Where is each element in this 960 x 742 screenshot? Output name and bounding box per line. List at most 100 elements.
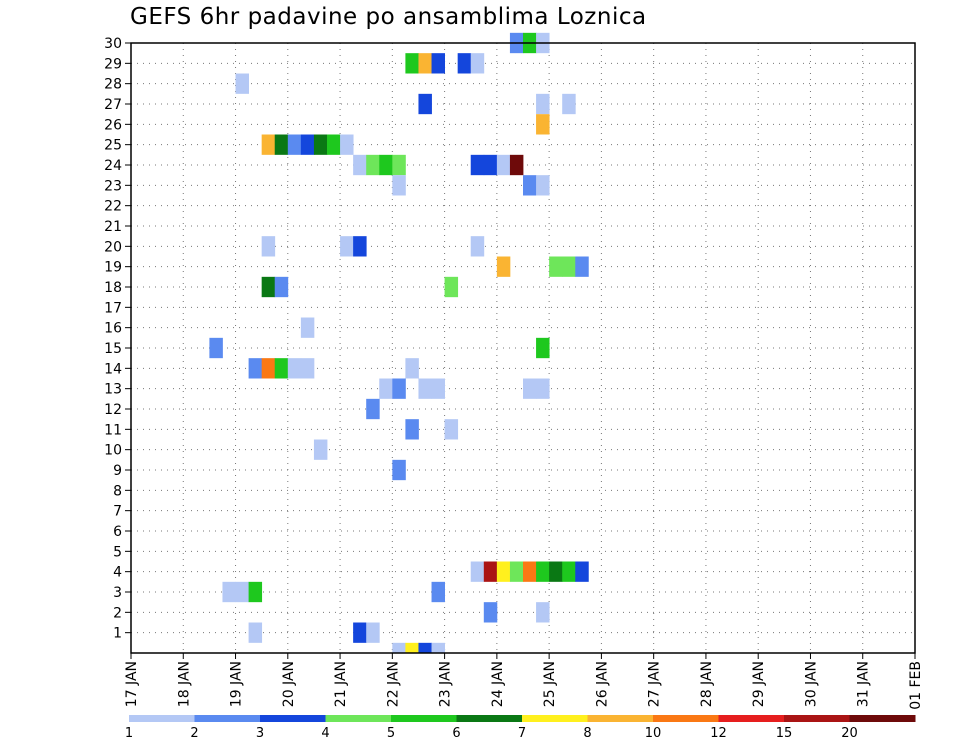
y-tick-label: 27: [104, 97, 122, 113]
precip-cell: [562, 93, 576, 115]
legend-label: 1: [125, 726, 133, 741]
y-tick-label: 2: [113, 605, 122, 621]
y-tick-label: 1: [113, 626, 122, 642]
y-tick-label: 13: [104, 382, 122, 398]
x-tick-label: 23 JAN: [438, 661, 454, 707]
precip-cell: [549, 256, 563, 277]
precip-cell: [300, 358, 315, 379]
precip-cell: [274, 358, 289, 379]
legend-label: 12: [710, 726, 727, 741]
precip-cell: [523, 175, 537, 196]
precip-cell: [496, 154, 511, 176]
y-tick-label: 26: [104, 117, 122, 133]
y-tick-label: 16: [104, 321, 122, 337]
legend-swatch: [456, 715, 523, 722]
legend-swatch: [587, 715, 654, 722]
y-tick-label: 20: [104, 239, 122, 255]
precip-cell: [392, 459, 406, 481]
precip-cell: [509, 154, 524, 176]
y-tick-label: 10: [104, 443, 122, 459]
legend-swatch: [653, 715, 719, 722]
y-tick-label: 25: [104, 138, 122, 154]
precip-cell: [248, 581, 263, 603]
legend-swatch: [784, 715, 850, 722]
y-tick-label: 6: [113, 524, 122, 540]
precip-cell: [353, 236, 367, 257]
y-tick-label: 14: [104, 361, 122, 377]
y-tick-label: 28: [104, 77, 122, 93]
legend-swatch: [391, 715, 457, 722]
precip-cell: [261, 358, 276, 379]
precip-cell: [392, 378, 406, 399]
y-tick-label: 8: [113, 483, 122, 499]
y-tick-label: 9: [113, 463, 122, 479]
precip-cell: [562, 256, 576, 277]
x-tick-label: 30 JAN: [803, 661, 819, 707]
x-tick-label: 26 JAN: [594, 661, 610, 707]
x-axis: 17 JAN 18 JAN 19 JAN 20 JAN 21 JAN 22 JAN 23 J…: [124, 653, 924, 710]
precip-cell: [431, 378, 445, 399]
legend-label: 8: [583, 726, 591, 741]
x-tick-label: 20 JAN: [281, 661, 297, 707]
precip-cell: [536, 602, 550, 623]
precip-cell: [287, 134, 302, 155]
precip-cell: [536, 378, 550, 399]
y-tick-label: 21: [104, 219, 122, 235]
precip-cell: [235, 73, 249, 94]
precip-cell: [483, 154, 498, 176]
precip-cell: [248, 358, 263, 379]
legend-swatch: [849, 715, 916, 722]
y-tick-label: 4: [113, 565, 122, 581]
chart-title: GEFS 6hr padavine po ansamblima Loznica: [130, 4, 647, 30]
precip-cell: [222, 581, 236, 603]
precip-cell: [248, 622, 263, 643]
legend-label: 10: [645, 726, 662, 741]
y-tick-label: 22: [104, 199, 122, 215]
precip-cell: [444, 419, 459, 440]
legend-label: 7: [518, 726, 526, 741]
precip-cell: [418, 378, 432, 399]
x-tick-label: 22 JAN: [385, 661, 401, 707]
precip-cell: [470, 236, 485, 257]
x-tick-label: 24 JAN: [490, 661, 506, 707]
precip-cell: [562, 561, 576, 582]
precip-cell: [392, 154, 406, 176]
precip-cell: [405, 53, 419, 74]
precip-cell: [536, 561, 550, 582]
precip-cell: [313, 439, 328, 460]
precip-cell: [287, 358, 302, 379]
x-tick-label: 28 JAN: [699, 661, 715, 707]
precip-cell: [300, 134, 315, 155]
x-tick-label: 17 JAN: [124, 661, 140, 707]
precip-cell: [418, 642, 432, 653]
precip-cell: [575, 256, 589, 277]
precip-cell: [300, 317, 315, 338]
precip-cell: [549, 561, 563, 582]
precip-cell: [575, 561, 589, 582]
precip-cell: [261, 134, 276, 155]
precip-cell: [523, 561, 537, 582]
precip-cell: [470, 53, 485, 74]
x-tick-label: 01 FEB: [908, 661, 924, 710]
precip-cell: [379, 378, 393, 399]
legend-swatch: [194, 715, 261, 722]
precip-cell: [431, 53, 445, 74]
precip-cell: [509, 561, 524, 582]
precip-cell: [405, 419, 419, 440]
precip-cell: [366, 154, 380, 176]
legend-label: 15: [776, 726, 793, 741]
y-tick-label: 3: [113, 585, 122, 601]
precip-cell: [523, 378, 537, 399]
x-tick-label: 18 JAN: [176, 661, 192, 707]
legend-swatch: [522, 715, 588, 722]
precip-cell: [261, 236, 276, 257]
legend-label: 6: [452, 726, 460, 741]
precip-cell: [366, 398, 380, 420]
precip-cell: [457, 53, 472, 74]
precip-cell: [483, 561, 498, 582]
y-tick-label: 12: [104, 402, 122, 418]
x-tick-label: 25 JAN: [542, 661, 558, 707]
precip-cell: [536, 114, 550, 135]
precip-cell: [209, 337, 223, 359]
precip-cell: [444, 276, 459, 298]
